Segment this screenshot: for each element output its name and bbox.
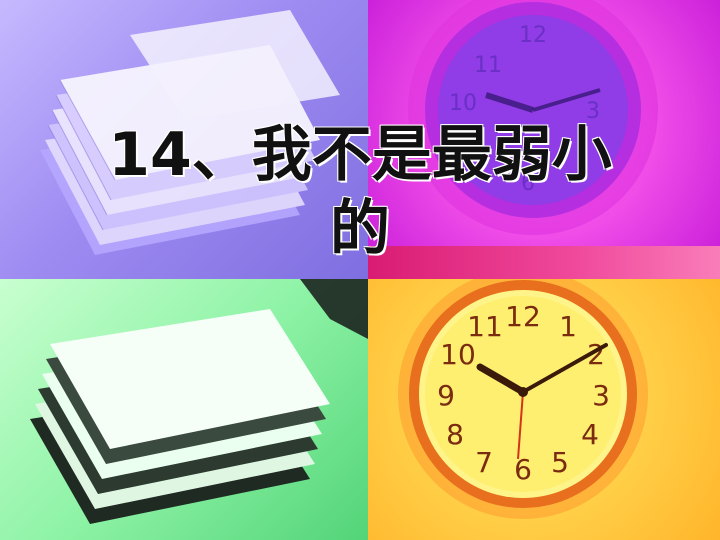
clock-number: 11	[467, 310, 503, 343]
minute-hand	[521, 343, 608, 394]
clock-photo-magenta: 12 11 10 3 6	[368, 0, 720, 279]
clock-number: 6	[514, 453, 532, 486]
papers-photo-green	[0, 279, 368, 540]
papers-photo-purple	[0, 0, 368, 279]
clock-number: 9	[437, 379, 455, 412]
clock-photo-yellow: 12 1 2 3 4 5 6 7 8 9 10 11	[368, 279, 720, 540]
title-line-1: 14、我不是最弱小	[108, 120, 612, 190]
clock-number: 8	[446, 418, 464, 451]
hour-hand	[476, 363, 527, 396]
pink-strip	[368, 246, 720, 279]
clock-number: 5	[551, 446, 569, 479]
svg-text:6: 6	[521, 171, 535, 196]
svg-text:3: 3	[586, 99, 600, 124]
clock-face: 12 1 2 3 4 5 6 7 8 9 10 11	[437, 300, 610, 486]
clock-number: 7	[475, 446, 493, 479]
clock-number: 10	[440, 338, 476, 371]
clock-number: 3	[592, 379, 610, 412]
slide-title: 14、我不是最弱小 的	[70, 118, 650, 266]
second-hand	[517, 391, 524, 460]
clock-number: 12	[505, 300, 541, 333]
clock-number: 4	[581, 418, 599, 451]
title-line-2: 的	[330, 194, 390, 264]
clock-number: 1	[559, 310, 577, 343]
svg-text:12: 12	[519, 23, 547, 48]
svg-text:10: 10	[449, 91, 477, 116]
svg-text:11: 11	[474, 53, 502, 78]
